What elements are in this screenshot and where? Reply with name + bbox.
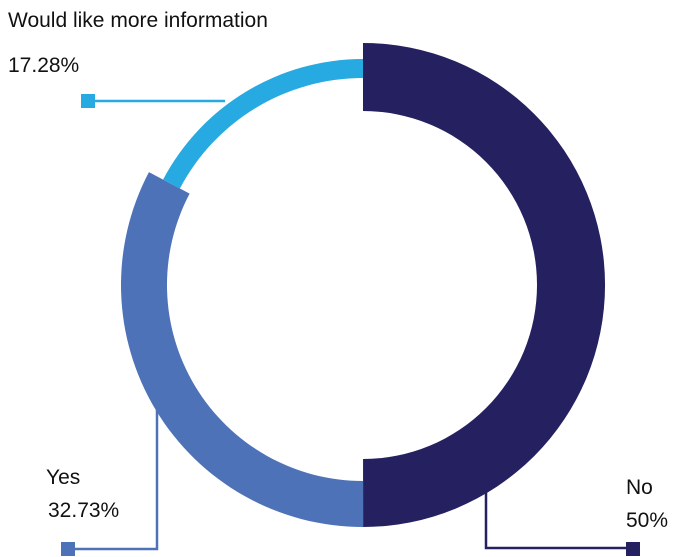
- donut-slices: [121, 42, 606, 527]
- leader-marker-more-info: [81, 94, 95, 108]
- slice-value-yes: 32.73%: [48, 499, 119, 522]
- slice-more-info: [163, 58, 363, 189]
- slice-labels: Would like more information 17.28% Yes 3…: [8, 9, 668, 532]
- slice-yes: [121, 172, 364, 527]
- slice-label-yes: Yes: [46, 466, 80, 489]
- slice-label-no: No: [626, 476, 653, 499]
- leader-marker-no: [626, 542, 640, 556]
- slice-label-more-info: Would like more information: [8, 9, 268, 32]
- slice-no: [363, 42, 606, 527]
- leader-lines: [61, 94, 640, 556]
- slice-value-no: 50%: [626, 509, 668, 532]
- slice-value-more-info: 17.28%: [8, 54, 79, 77]
- leader-line-no: [484, 490, 630, 550]
- leader-line-yes: [70, 405, 159, 551]
- leader-marker-yes: [61, 542, 75, 556]
